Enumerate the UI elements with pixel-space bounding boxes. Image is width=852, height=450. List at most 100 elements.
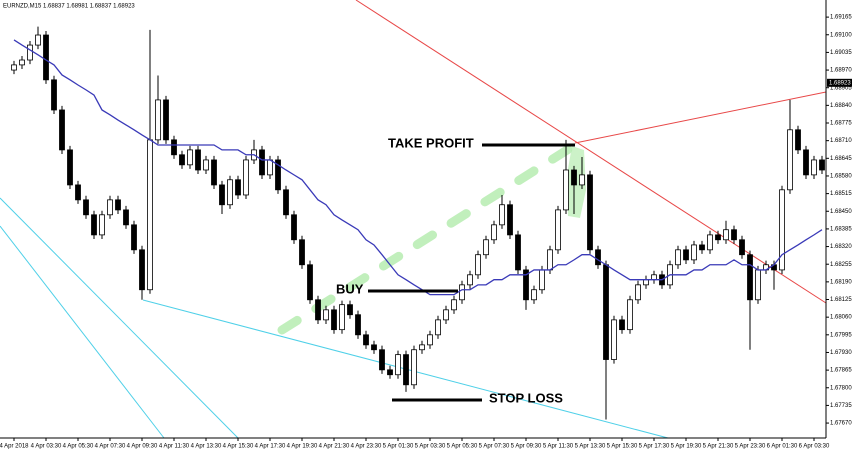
candle-body: [795, 129, 801, 151]
candle-body: [155, 99, 161, 141]
candle-body: [435, 319, 441, 336]
candle-body: [339, 304, 345, 331]
candle-body: [171, 139, 177, 156]
candle-body: [19, 59, 25, 66]
candle-body: [555, 209, 561, 251]
y-tick-label: 1.68125: [830, 297, 852, 303]
candle-body: [419, 344, 425, 351]
candle-body: [627, 299, 633, 331]
trend-line: [0, 197, 239, 439]
annotation: TAKE PROFIT: [388, 135, 474, 150]
y-tick-label: 1.68385: [830, 226, 852, 232]
candle-body: [699, 244, 705, 251]
candle-body: [27, 44, 33, 61]
candle-body: [139, 249, 145, 291]
x-tick-label: 4 Apr 07:30: [95, 444, 126, 450]
annotation: BUY: [336, 281, 364, 296]
candle-body: [315, 299, 321, 321]
candle-body: [395, 354, 401, 376]
y-tick-label: 1.68710: [830, 138, 852, 144]
y-tick-label: 1.68840: [830, 103, 852, 109]
candle-body: [715, 234, 721, 241]
x-tick-label: 6 Apr 03:30: [799, 444, 830, 450]
annotation: STOP LOSS: [489, 390, 563, 405]
candle-body: [99, 214, 105, 236]
y-tick-label: 1.67995: [830, 332, 852, 338]
candle-body: [803, 149, 809, 176]
candle-body: [467, 274, 473, 286]
y-tick-label: 1.69165: [830, 15, 852, 21]
candle-body: [651, 274, 657, 281]
candle-body: [227, 179, 233, 206]
y-tick-label: 1.68255: [830, 262, 852, 268]
trend-line: [0, 225, 165, 439]
x-tick-label: 4 Apr 13:30: [191, 444, 222, 450]
candle-body: [603, 264, 609, 360]
price-label: 1.68923: [829, 80, 851, 86]
candle-body: [459, 284, 465, 301]
candle-body: [723, 229, 729, 241]
candle-body: [403, 354, 409, 386]
candle-body: [443, 309, 449, 321]
plot-area: [11, 26, 825, 420]
candle-body: [59, 109, 65, 151]
candle-body: [91, 214, 97, 236]
y-tick-label: 1.68775: [830, 121, 852, 127]
candle-body: [427, 334, 433, 346]
y-tick-label: 1.67735: [830, 403, 852, 409]
candle-body: [531, 289, 537, 301]
candle-body: [259, 149, 265, 176]
chart-title: EURNZD,M15 1.68837 1.68981 1.68837 1.689…: [3, 4, 135, 10]
x-tick-label: 5 Apr 23:30: [735, 444, 766, 450]
candle-body: [203, 159, 209, 171]
candle-body: [571, 169, 577, 186]
x-tick-label: 5 Apr 05:30: [447, 444, 478, 450]
y-tick-label: 1.67865: [830, 368, 852, 374]
candle-body: [731, 229, 737, 241]
x-tick-label: 4 Apr 09:30: [127, 444, 158, 450]
candle-body: [307, 264, 313, 301]
x-tick-label: 6 Apr 01:30: [767, 444, 798, 450]
x-tick-label: 4 Apr 2018: [0, 444, 29, 450]
candle-body: [779, 189, 785, 271]
candle-body: [331, 309, 337, 331]
candle-body: [739, 239, 745, 256]
candle-body: [563, 169, 569, 211]
x-tick-label: 4 Apr 05:30: [63, 444, 94, 450]
candle-body: [411, 349, 417, 386]
x-tick-label: 4 Apr 21:30: [319, 444, 350, 450]
candle-body: [491, 224, 497, 241]
candle-body: [371, 344, 377, 351]
y-tick-label: 1.68450: [830, 209, 852, 215]
candle-body: [619, 319, 625, 331]
candle-body: [195, 149, 201, 171]
candle-body: [51, 79, 57, 111]
y-tick-label: 1.68060: [830, 315, 852, 321]
candle-body: [747, 254, 753, 301]
y-tick-label: 1.68515: [830, 191, 852, 197]
candle-body: [67, 149, 73, 186]
y-tick-label: 1.67800: [830, 385, 852, 391]
candle-body: [75, 184, 81, 201]
candle-body: [691, 244, 697, 261]
candle-body: [683, 249, 689, 261]
candle-body: [163, 99, 169, 141]
candle-body: [819, 159, 825, 171]
y-tick-label: 1.68645: [830, 156, 852, 162]
candle-body: [587, 174, 593, 251]
x-tick-label: 4 Apr 03:30: [31, 444, 62, 450]
x-tick-label: 4 Apr 19:30: [287, 444, 318, 450]
x-tick-label: 5 Apr 19:30: [671, 444, 702, 450]
candle-body: [811, 159, 817, 176]
x-tick-label: 4 Apr 11:30: [159, 444, 190, 450]
candle-body: [243, 159, 249, 196]
candle-body: [475, 254, 481, 276]
candle-body: [123, 209, 129, 226]
candle-body: [547, 249, 553, 271]
candle-body: [211, 159, 217, 186]
y-tick-label: 1.69100: [830, 32, 852, 38]
candle-body: [387, 369, 393, 376]
candle-body: [499, 204, 505, 226]
candle-body: [43, 34, 49, 81]
